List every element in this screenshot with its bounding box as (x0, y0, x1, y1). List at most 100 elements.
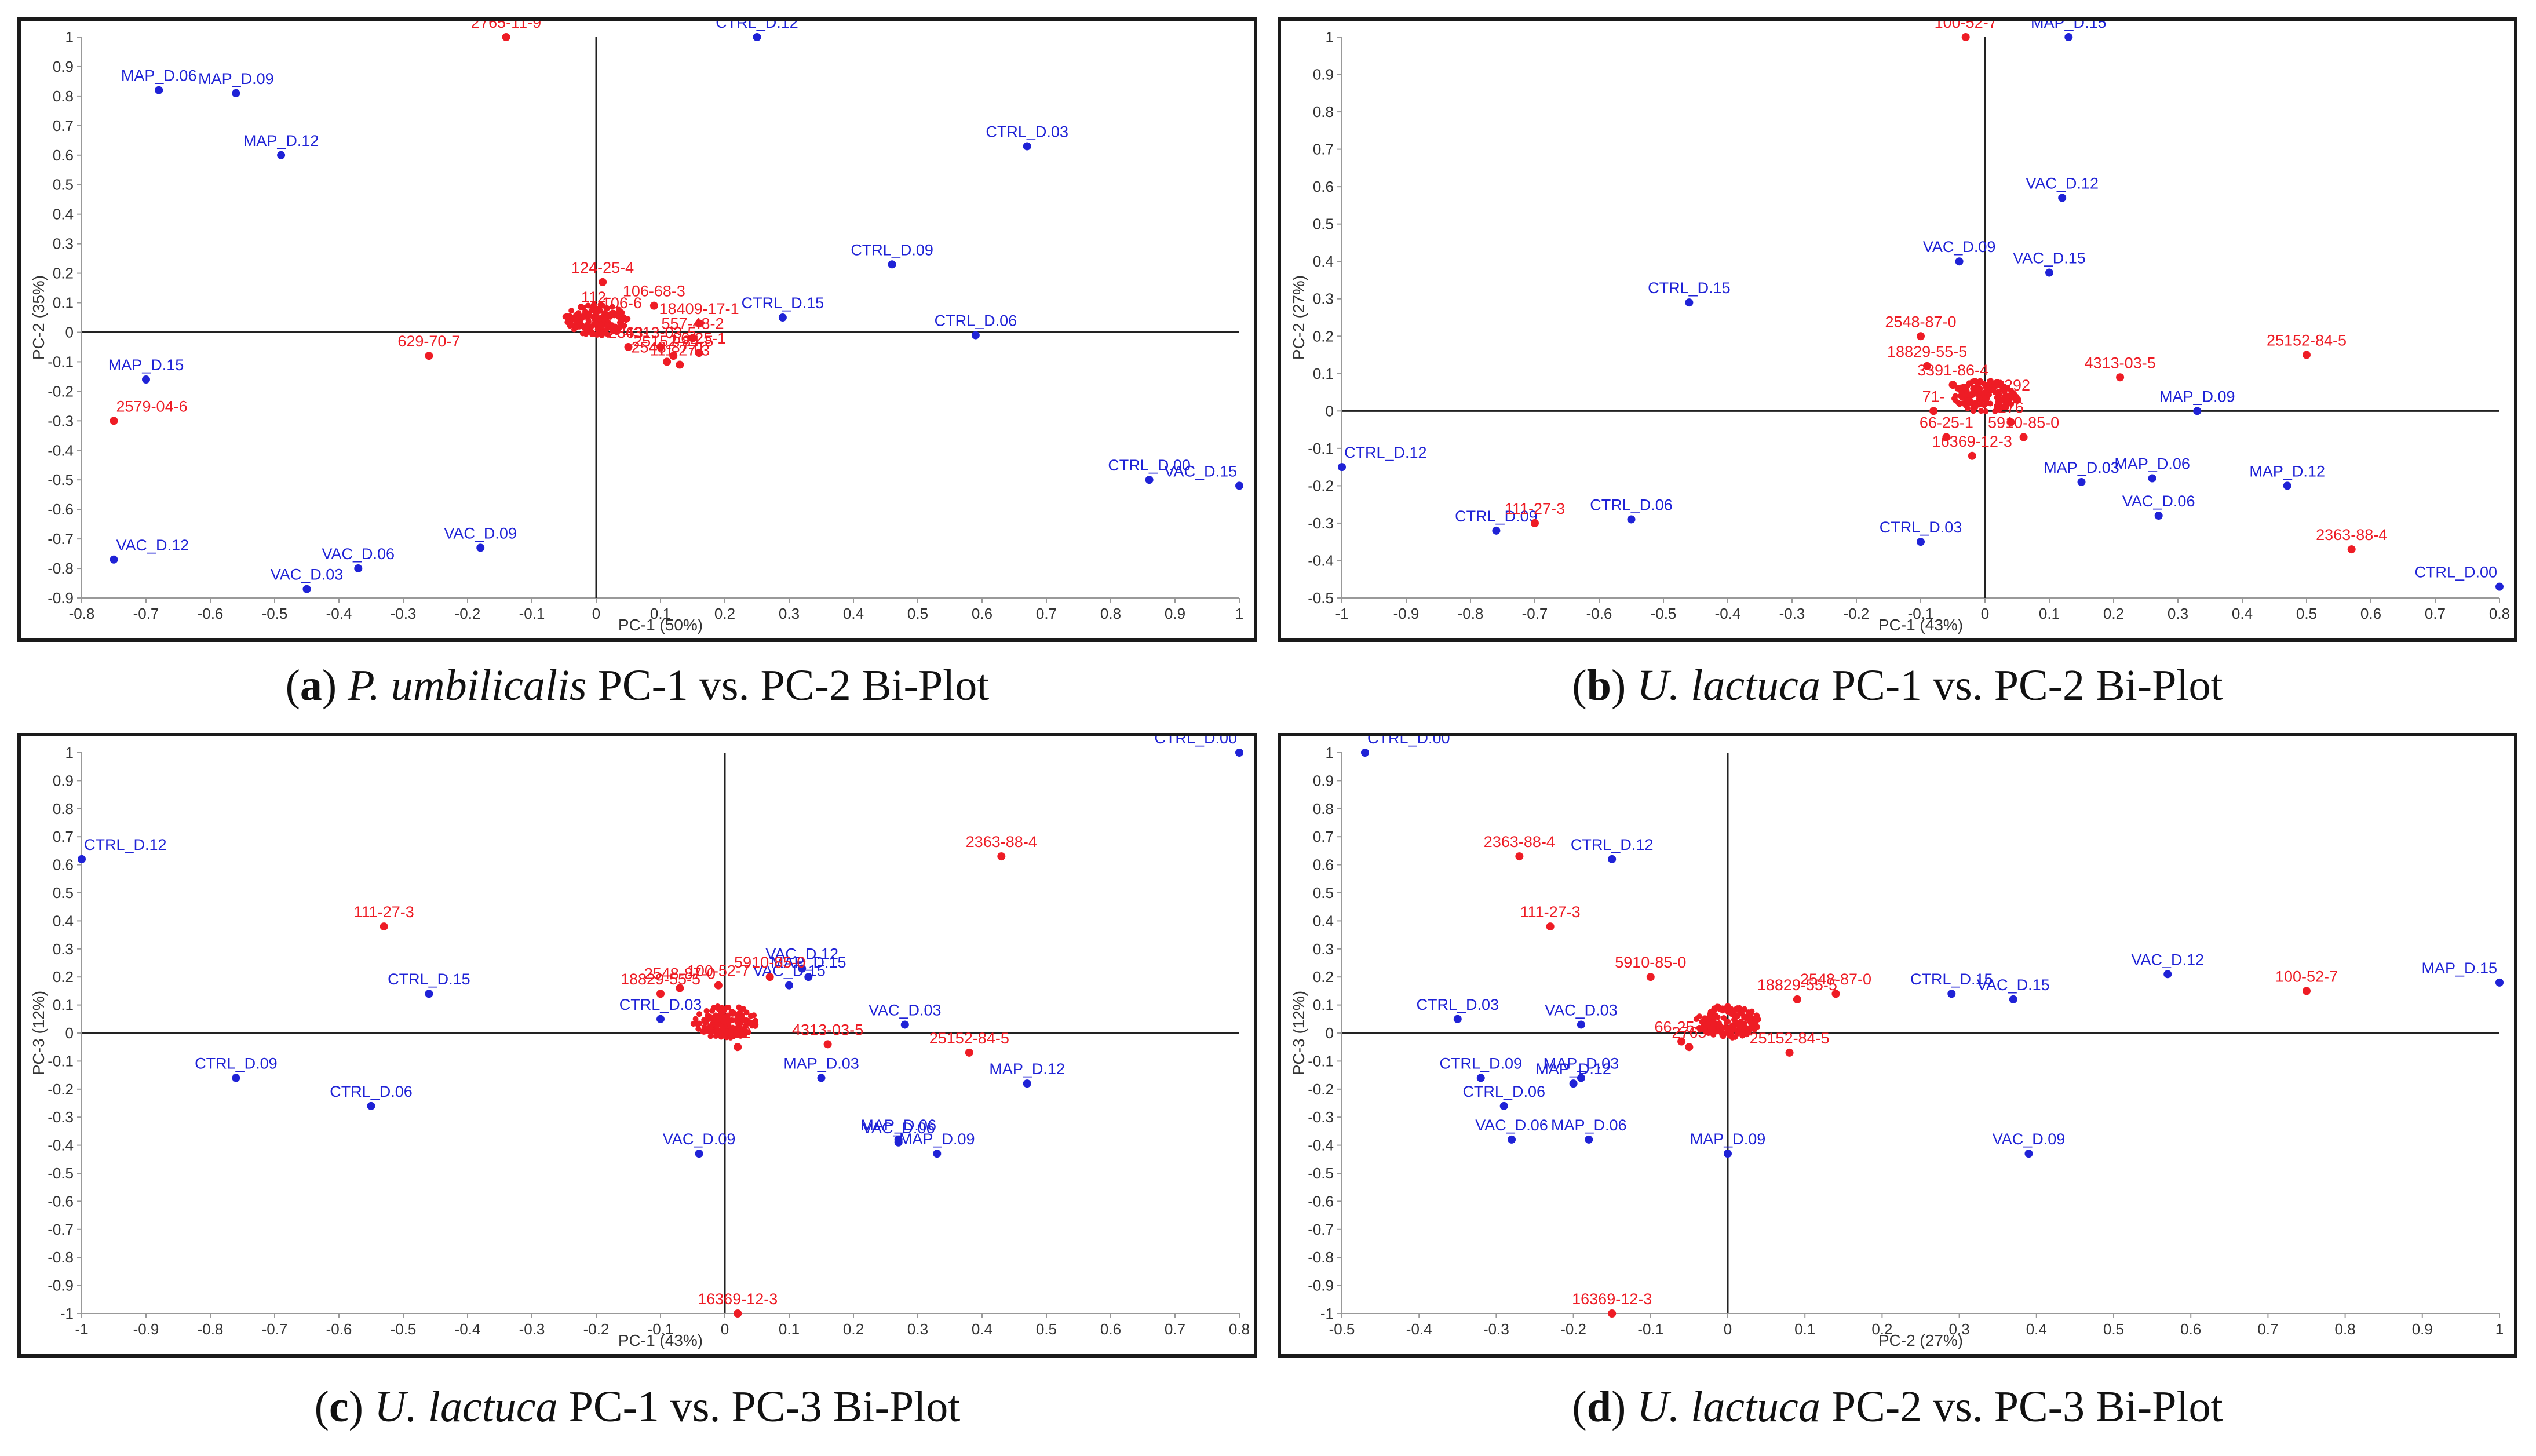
x-tick-label: 0.1 (779, 1320, 800, 1338)
sample-label: CTRL_D.09 (195, 1054, 278, 1072)
compound-cluster (690, 1003, 759, 1041)
compound-cluster-dot (728, 1025, 735, 1031)
compound-cluster-dot (1747, 1024, 1754, 1030)
x-tick-label: -0.3 (1483, 1320, 1509, 1338)
compound-point (380, 922, 388, 931)
compound-cluster-dot (573, 318, 579, 324)
sample-point (753, 33, 761, 41)
compound-cluster-dot (578, 304, 584, 311)
y-tick-label: 0.2 (53, 265, 74, 282)
compound-cluster-dot (738, 1006, 744, 1012)
sample-point (2163, 970, 2172, 979)
sample-label: CTRL_D.06 (935, 312, 1017, 330)
compound-cluster-dot (591, 301, 597, 308)
sample-point (1724, 1150, 1732, 1158)
compound-cluster-dot (617, 308, 623, 315)
compound-cluster-dot (1992, 389, 1998, 396)
compound-point (1961, 33, 1970, 41)
y-tick-label: -0.6 (48, 501, 74, 518)
compound-label: 18829-55-5 (1887, 343, 1967, 360)
compounds-series: 2363-88-4 111-27-3 5910-85-0 18829-55-52548… (1484, 833, 2338, 1318)
samples-series: MAP_D.06 MAP_D.09 MAP_D.12 MAP_D.15 VAC_D.12… (108, 21, 1243, 593)
sample-label: MAP_D.09 (1690, 1130, 1766, 1148)
sample-point (425, 990, 433, 998)
compound-cluster-dot (585, 302, 591, 309)
sample-point (785, 981, 793, 990)
compound-cluster-dot (1953, 397, 1959, 404)
sample-point (2024, 1150, 2033, 1158)
compound-point (965, 1048, 973, 1057)
sample-label: MAP_D.15 (108, 356, 184, 374)
x-tick-label: 0.4 (972, 1320, 992, 1338)
sample-point (894, 1138, 903, 1147)
x-tick-label: -0.7 (133, 605, 159, 622)
sample-label: MAP_D.09 (2159, 388, 2235, 405)
x-axis-label: PC-1 (43%) (1878, 616, 1963, 634)
y-tick-label: 0.5 (1313, 216, 1334, 233)
compound-point (1923, 362, 1932, 370)
y-tick-label: 0.6 (1313, 856, 1334, 874)
sample-label: VAC_D.06 (1475, 1116, 1548, 1134)
compound-point (1677, 1037, 1686, 1046)
x-tick-label: -0.4 (326, 605, 352, 622)
compound-point (1929, 407, 1938, 415)
compound-label: 3391-86-4 (1917, 362, 1988, 379)
compound-cluster-dot (1723, 1019, 1729, 1026)
compound-label: 71- (1922, 388, 1945, 405)
x-tick-label: 0.6 (972, 605, 992, 622)
sample-label: VAC_D.15 (2013, 250, 2086, 267)
sample-label: MAP_D.12 (989, 1060, 1065, 1078)
compound-cluster-dot (696, 1011, 703, 1017)
compound-cluster-dot (1964, 382, 1971, 389)
sample-label: VAC_D.12 (2026, 174, 2099, 192)
compound-label: 2765-11-9 (471, 21, 541, 31)
y-tick-label: 0.7 (53, 828, 74, 845)
sample-point (110, 555, 118, 564)
compound-cluster-dot (1736, 1024, 1743, 1030)
sample-point (155, 86, 163, 94)
y-tick-label: 0.3 (1313, 290, 1334, 308)
sample-point (1585, 1135, 1593, 1144)
compound-cluster (562, 301, 631, 338)
x-tick-label: 0.7 (2257, 1320, 2278, 1338)
compound-label: 66-25-1 (1920, 414, 1973, 432)
sample-point (778, 313, 787, 322)
compound-cluster-dot (1735, 1013, 1741, 1019)
compound-cluster-dot (1964, 397, 1970, 404)
caption-c-letter: c (329, 1382, 349, 1431)
x-tick-label: -0.9 (1393, 605, 1420, 622)
compound-cluster-dot (1981, 402, 1987, 408)
compound-cluster-dot (581, 312, 587, 318)
sample-point (1338, 463, 1346, 472)
x-tick-label: 0.2 (2103, 605, 2124, 622)
y-tick-label: -0.5 (48, 471, 74, 488)
x-tick-label: 0.8 (2335, 1320, 2356, 1338)
compound-label: 2579-04-6 (116, 397, 188, 415)
y-tick-label: 0.4 (53, 206, 74, 223)
y-tick-label: -0.2 (1308, 1081, 1334, 1098)
x-tick-label: -0.6 (326, 1320, 352, 1338)
compound-cluster-dot (1743, 1031, 1750, 1038)
sample-point (933, 1150, 942, 1158)
x-tick-label: 0.5 (2103, 1320, 2124, 1338)
x-tick-label: 0.3 (1949, 1320, 1970, 1338)
compound-cluster-dot (1753, 1020, 1759, 1026)
y-tick-label: -0.9 (1308, 1277, 1334, 1294)
sample-point (1235, 749, 1243, 757)
compound-point (599, 278, 607, 286)
sample-point (1685, 298, 1694, 307)
y-tick-label: -0.6 (48, 1192, 74, 1210)
compound-cluster-dot (2000, 404, 2006, 410)
compound-label: 25152-84-5 (633, 333, 713, 350)
sample-label: VAC_D.03 (869, 1001, 942, 1019)
compound-point (669, 352, 678, 360)
compound-point (688, 334, 697, 342)
caption-b-species: U. lactuca (1637, 661, 1820, 710)
compound-cluster-dot (1968, 391, 1974, 397)
compound-point (1546, 922, 1555, 931)
compound-label: 18829-55-5 (621, 970, 700, 988)
x-tick-label: 0.6 (1100, 1320, 1121, 1338)
compound-label: 111-27-3 (354, 903, 414, 921)
y-tick-label: 0.8 (1313, 103, 1334, 121)
compound-cluster-dot (1993, 379, 1999, 386)
